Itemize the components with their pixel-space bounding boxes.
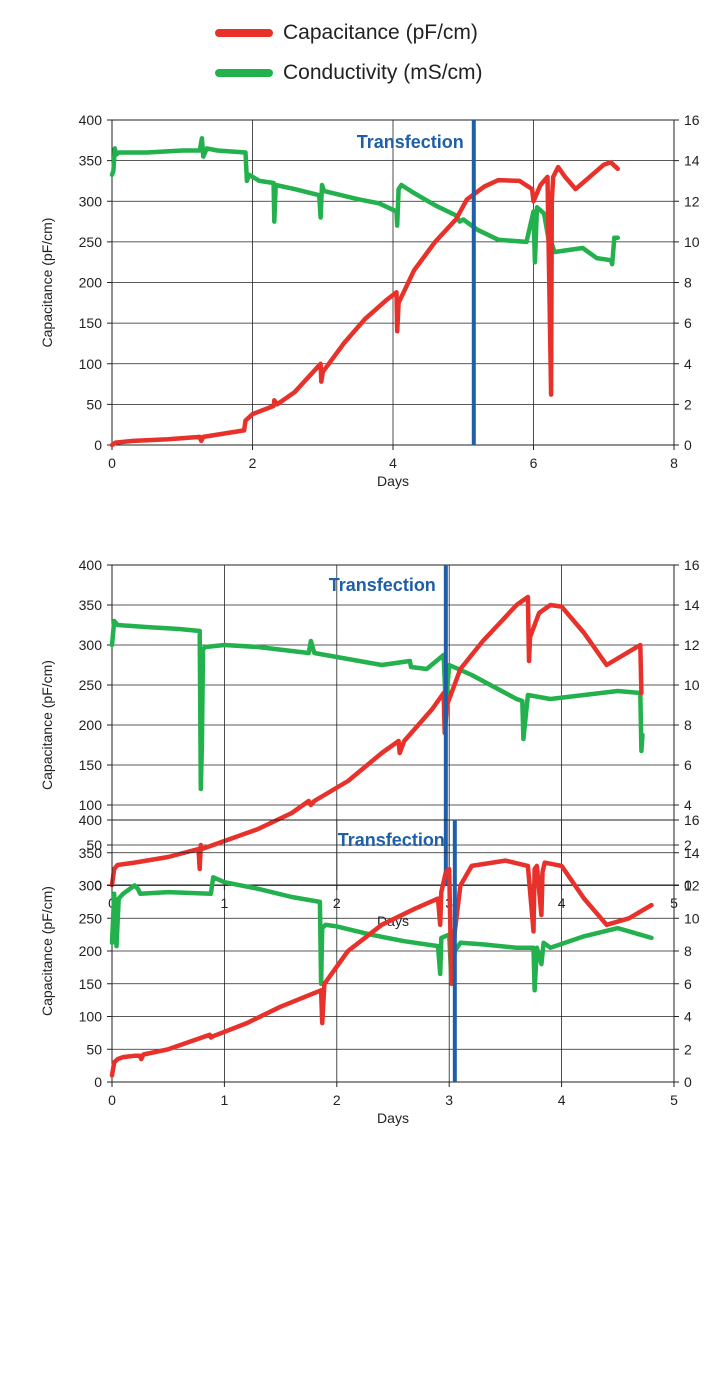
- conductivity-series-line: [109, 618, 645, 792]
- y-tick-label: 100: [79, 356, 103, 372]
- capacitance-series-line: [109, 160, 621, 448]
- transfection-label: Transfection: [357, 132, 464, 152]
- y2-tick-label: 14: [684, 597, 700, 613]
- y-tick-label: 350: [79, 153, 103, 169]
- y-tick-label: 0: [94, 1074, 102, 1090]
- x-tick-label: 5: [670, 1092, 678, 1108]
- y2-tick-label: 16: [684, 557, 700, 573]
- y-tick-label: 300: [79, 193, 103, 209]
- x-tick-label: 6: [530, 455, 538, 471]
- y-tick-label: 50: [86, 1041, 102, 1057]
- y2-tick-label: 8: [684, 275, 692, 291]
- y-tick-label: 400: [79, 557, 103, 573]
- x-tick-label: 1: [221, 1092, 229, 1108]
- y2-tick-label: 16: [684, 112, 700, 128]
- y-tick-label: 250: [79, 910, 103, 926]
- transfection-label: Transfection: [338, 830, 445, 850]
- x-axis-title: Days: [377, 473, 409, 489]
- y-tick-label: 100: [79, 1009, 103, 1025]
- conductivity-series-line: [109, 136, 621, 273]
- legend-swatch-capacitance: [215, 29, 273, 37]
- y-tick-label: 250: [79, 234, 103, 250]
- legend-label-conductivity: Conductivity (mS/cm): [283, 61, 483, 84]
- y-tick-label: 200: [79, 717, 103, 733]
- y-tick-label: 200: [79, 275, 103, 291]
- x-tick-label: 8: [670, 455, 678, 471]
- y-tick-label: 350: [79, 597, 103, 613]
- y-tick-label: 250: [79, 677, 103, 693]
- y2-tick-label: 0: [684, 437, 692, 453]
- y-tick-label: 300: [79, 637, 103, 653]
- y-tick-label: 200: [79, 943, 103, 959]
- legend-item-capacitance: Capacitance (pF/cm): [215, 16, 478, 50]
- y-tick-label: 150: [79, 757, 103, 773]
- y2-tick-label: 14: [684, 845, 700, 861]
- y2-tick-label: 6: [684, 976, 692, 992]
- y2-tick-label: 12: [684, 193, 700, 209]
- y-tick-label: 100: [79, 797, 103, 813]
- x-tick-label: 2: [333, 1092, 341, 1108]
- y2-tick-label: 2: [684, 396, 692, 412]
- y2-tick-label: 8: [684, 943, 692, 959]
- x-tick-label: 0: [108, 1092, 116, 1108]
- y-tick-label: 150: [79, 315, 103, 331]
- y2-tick-label: 0: [684, 1074, 692, 1090]
- chart-legend: Capacitance (pF/cm) Conductivity (mS/cm): [215, 14, 575, 94]
- x-axis-title: Days: [377, 1110, 409, 1126]
- y2-tick-label: 10: [684, 234, 700, 250]
- x-tick-label: 3: [445, 1092, 453, 1108]
- legend-item-conductivity: Conductivity (mS/cm): [215, 56, 483, 90]
- y-tick-label: 0: [94, 437, 102, 453]
- legend-swatch-conductivity: [215, 69, 273, 77]
- y-tick-label: 150: [79, 976, 103, 992]
- y-tick-label: 50: [86, 396, 102, 412]
- y-tick-label: 50: [86, 837, 102, 853]
- x-tick-label: 4: [389, 455, 397, 471]
- legend-label-capacitance: Capacitance (pF/cm): [283, 21, 478, 44]
- y2-tick-label: 8: [684, 717, 692, 733]
- y-axis-title: Capacitance (pF/cm): [39, 218, 55, 348]
- y-tick-label: 350: [79, 845, 103, 861]
- capacitance-conductivity-chart-1: 0 50 100 150 200 250 300 350 400 0 2 4 6 8 10 12 14 16 0 2 4…: [39, 112, 700, 489]
- y-axis-title: Capacitance (pF/cm): [39, 886, 55, 1016]
- y2-tick-label: 10: [684, 677, 700, 693]
- y-tick-label: 400: [79, 812, 103, 828]
- x-tick-label: 2: [249, 455, 257, 471]
- x-tick-label: 0: [108, 455, 116, 471]
- x-tick-label: 4: [558, 1092, 566, 1108]
- y2-tick-label: 0: [684, 877, 692, 893]
- y2-tick-label: 12: [684, 637, 700, 653]
- y2-tick-label: 4: [684, 797, 692, 813]
- y2-tick-label: 2: [684, 1041, 692, 1057]
- y-tick-label: 300: [79, 878, 103, 894]
- y-tick-label: 0: [94, 877, 102, 893]
- y-tick-label: 400: [79, 112, 103, 128]
- y2-tick-label: 10: [684, 910, 700, 926]
- y2-tick-label: 4: [684, 1009, 692, 1025]
- y-axis-title: Capacitance (pF/cm): [39, 660, 55, 790]
- y2-tick-label: 6: [684, 315, 692, 331]
- capacitance-series-line: [109, 858, 654, 1078]
- y2-tick-label: 2: [684, 837, 692, 853]
- y2-tick-label: 14: [684, 153, 700, 169]
- y2-tick-label: 6: [684, 757, 692, 773]
- conductivity-series-line: [109, 875, 654, 993]
- transfection-label: Transfection: [329, 575, 436, 595]
- capacitance-series-line: [109, 594, 644, 888]
- y2-tick-label: 12: [684, 878, 700, 894]
- y2-tick-label: 16: [684, 812, 700, 828]
- y2-tick-label: 4: [684, 356, 692, 372]
